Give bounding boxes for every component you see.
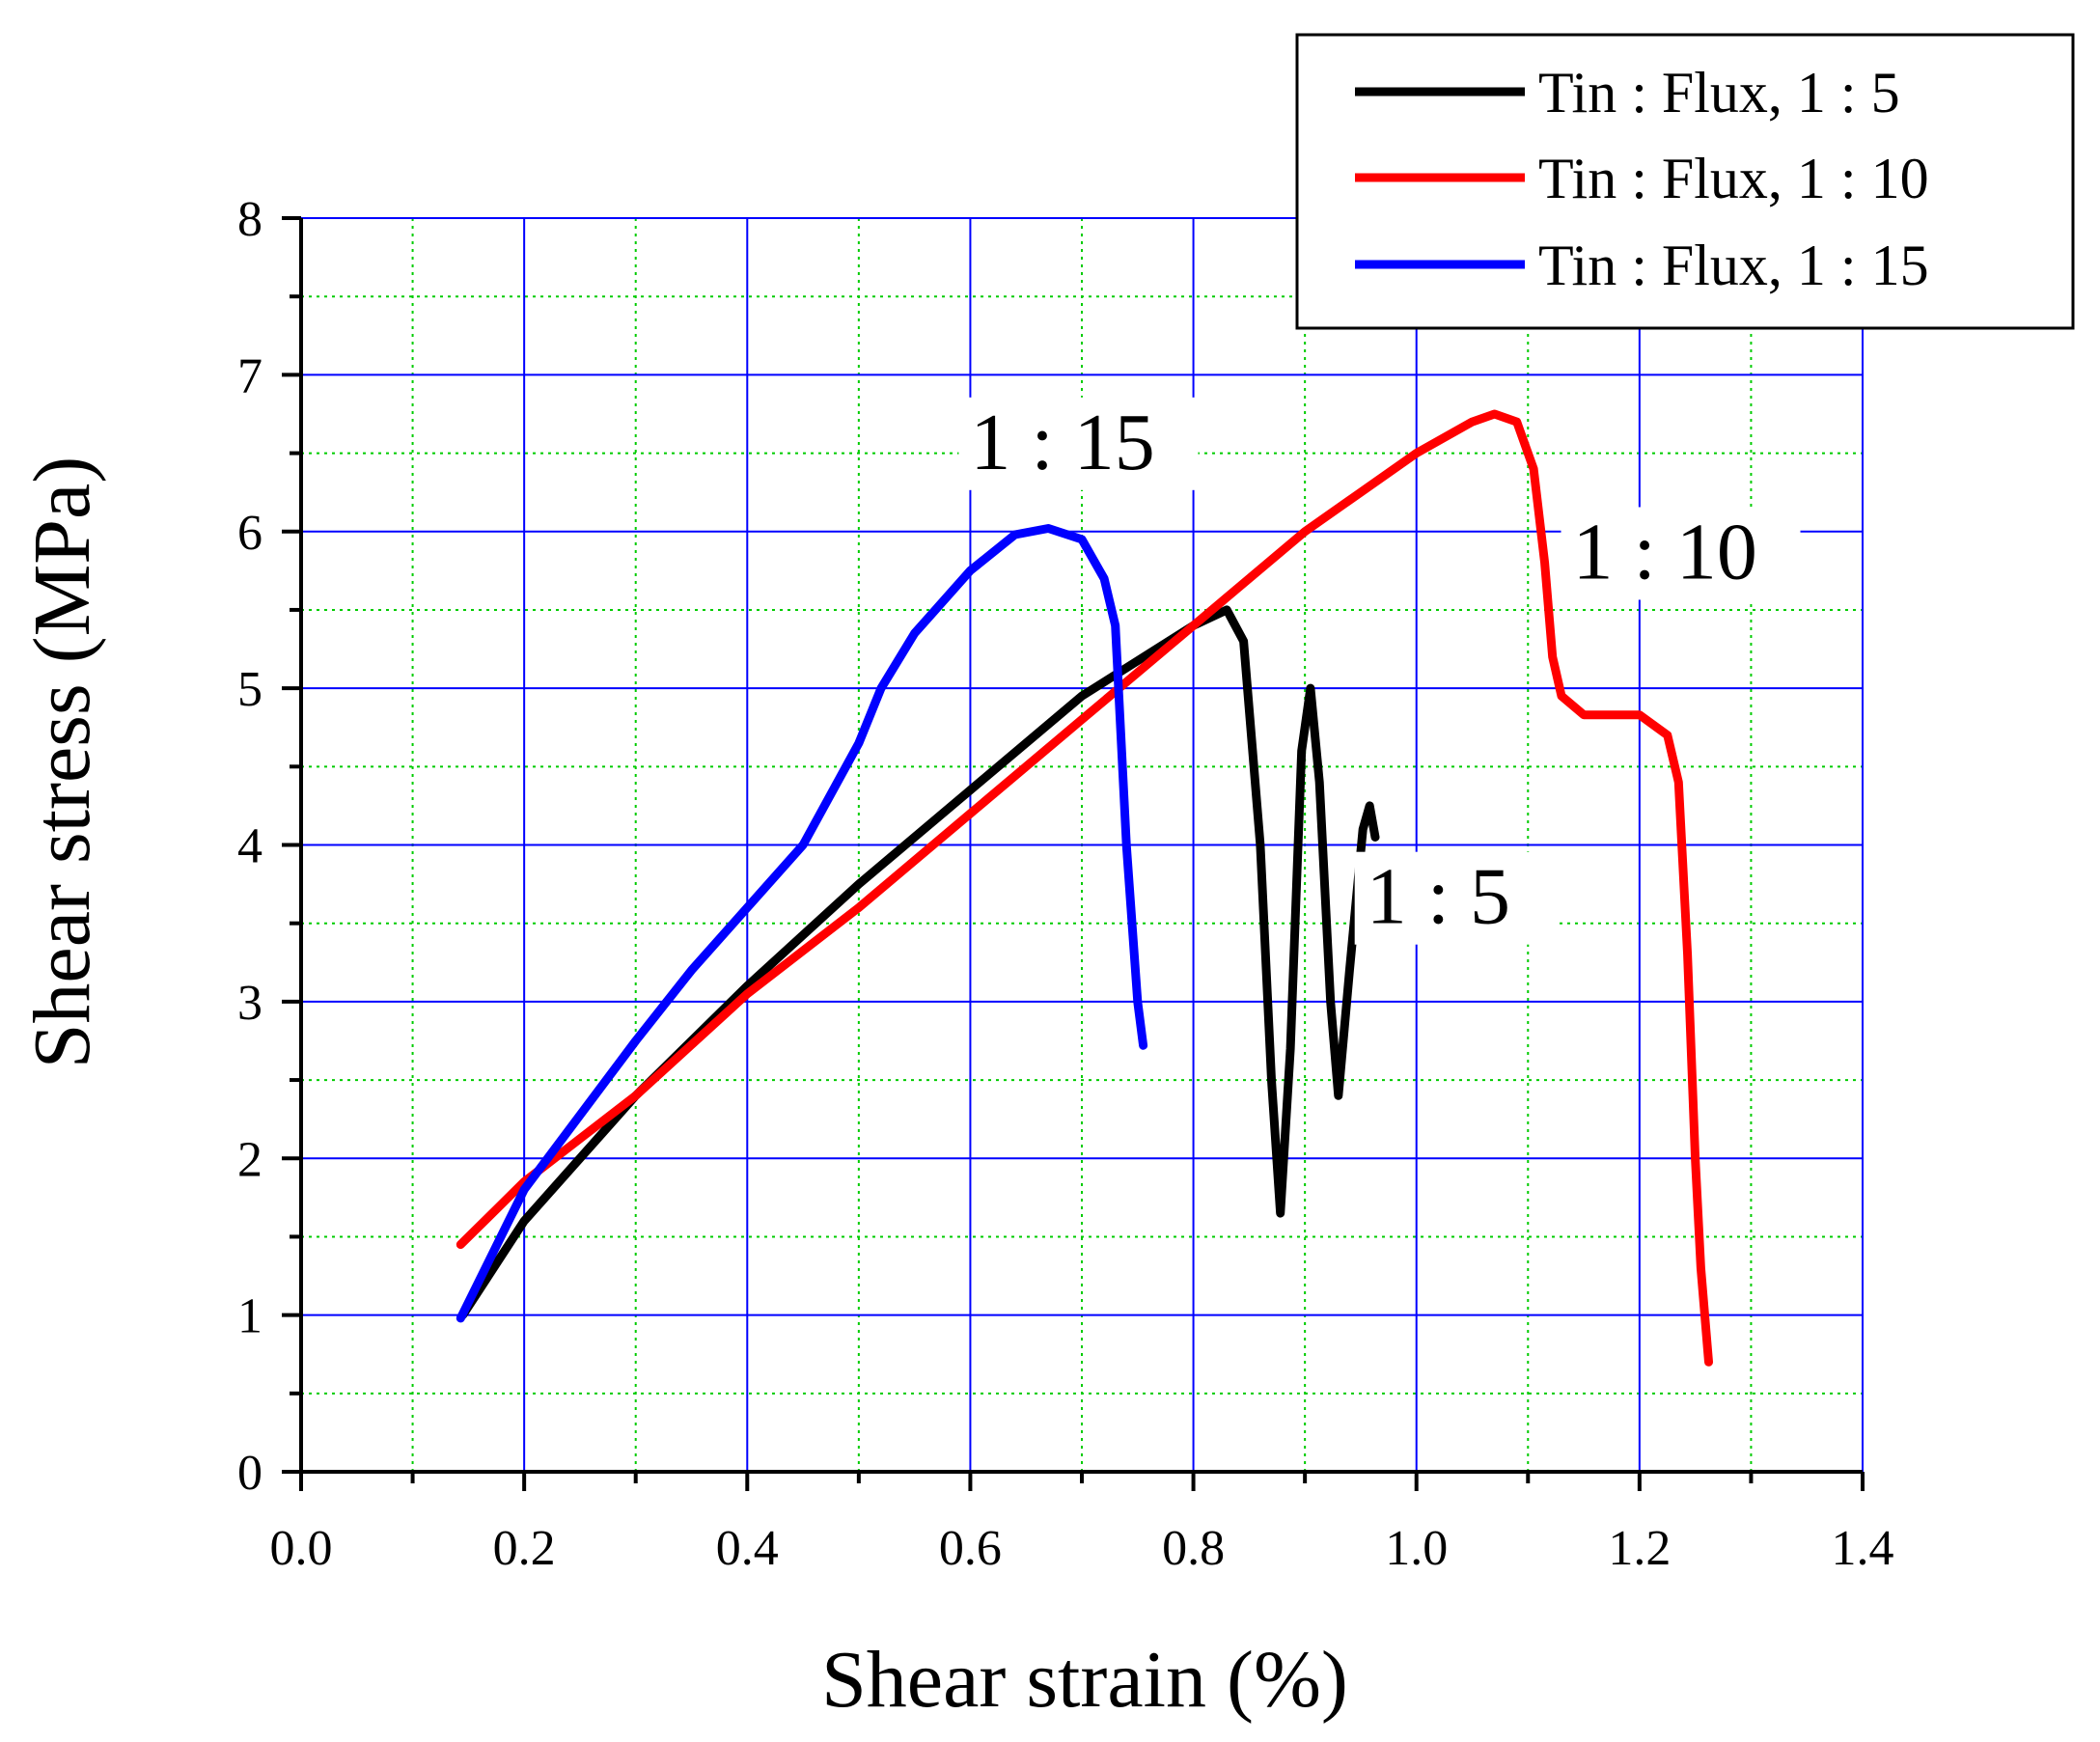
y-tick-label: 3 [237,976,262,1031]
y-tick-label: 4 [237,819,262,874]
y-tick-label: 7 [237,348,262,403]
annotation-label-3: 1 : 5 [1367,852,1510,942]
x-tick-label: 0.6 [939,1521,1002,1576]
annotation-label-2: 1 : 10 [1573,507,1757,596]
annotation-bg [958,397,1199,490]
annotations: 1 : 15 1 : 10 1 : 5 [958,397,1801,945]
tick-labels: 0.0 0.2 0.4 0.6 0.8 1.0 1.2 1.4 0 1 2 3 4 5 6 7 8 [237,192,1894,1576]
y-tick-label: 6 [237,506,262,561]
series-line-1 [458,605,1380,1320]
x-tick-label: 1.0 [1385,1521,1448,1576]
x-tick-label: 0.4 [716,1521,779,1576]
y-axis-title: Shear stress (MPa) [17,456,107,1069]
annotation-bg [1354,851,1558,945]
x-tick-label: 1.2 [1608,1521,1671,1576]
x-tick-label: 0.0 [270,1521,333,1576]
series-lines [456,409,1713,1367]
legend-label-1-5: Tin : Flux, 1 : 5 [1538,61,1900,124]
y-tick-label: 2 [237,1132,262,1187]
x-tick-label: 0.2 [493,1521,556,1576]
ticks [282,216,1865,1491]
y-tick-label: 0 [237,1446,262,1501]
y-tick-label: 5 [237,662,262,717]
legend: Tin : Flux, 1 : 5 Tin : Flux, 1 : 10 Tin… [1295,33,2075,330]
series-line-3 [456,524,1148,1323]
x-tick-label: 0.8 [1162,1521,1225,1576]
y-tick-label: 1 [237,1289,262,1344]
annotation-bg [1561,507,1801,600]
legend-label-1-15: Tin : Flux, 1 : 15 [1538,234,1929,297]
x-tick-label: 1.4 [1832,1521,1894,1576]
annotation-label-1: 1 : 15 [970,398,1154,487]
series-line-2 [456,409,1713,1367]
x-axis-title: Shear strain (%) [821,1635,1348,1725]
y-tick-label: 8 [237,192,262,247]
legend-label-1-10: Tin : Flux, 1 : 10 [1538,147,1929,210]
